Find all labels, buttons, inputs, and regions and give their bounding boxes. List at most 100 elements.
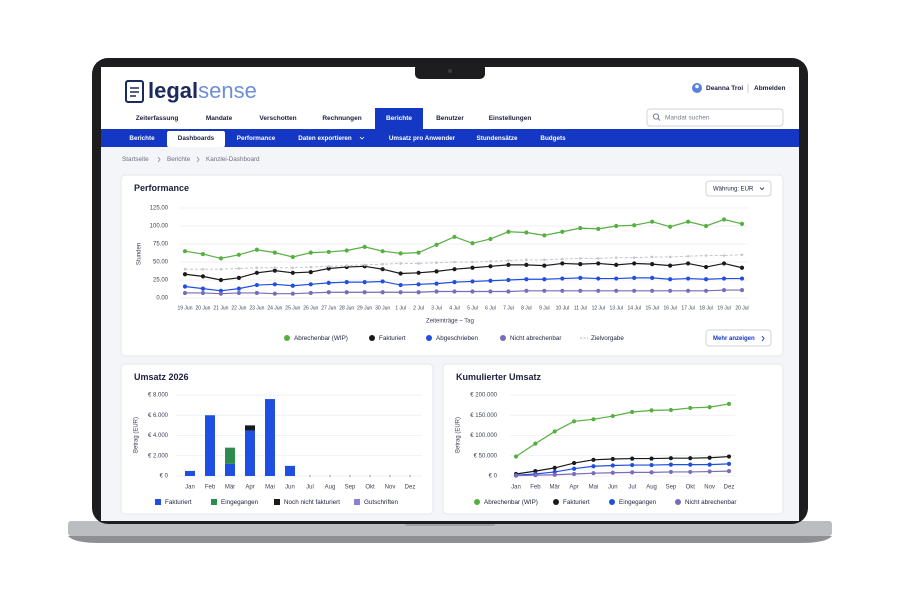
- y-tick-label: € 2.000: [148, 453, 169, 459]
- data-point: [726, 461, 732, 466]
- nav-item[interactable]: Verschotten: [259, 115, 296, 122]
- data-point: [416, 270, 421, 275]
- data-point: [471, 260, 474, 264]
- data-point: [688, 456, 693, 461]
- data-point: [707, 469, 712, 474]
- y-tick-label: € 0: [160, 474, 169, 480]
- x-tick-label: Sep: [345, 485, 356, 491]
- nav-active-bg: [375, 108, 423, 129]
- nav-item[interactable]: Einstellungen: [489, 115, 532, 122]
- camera: [448, 69, 452, 73]
- data-point: [610, 456, 615, 462]
- more-button[interactable]: [705, 329, 772, 347]
- subnav-item[interactable]: Budgets: [540, 135, 566, 142]
- bar: [245, 425, 255, 431]
- data-point: [452, 289, 457, 294]
- x-tick-label: 23 Jun: [249, 305, 264, 311]
- search-box[interactable]: [646, 108, 784, 127]
- data-point: [578, 226, 583, 231]
- data-point: [688, 462, 693, 467]
- x-tick-label: 21 Jun: [213, 305, 228, 311]
- data-point: [254, 290, 259, 296]
- y-tick-label: € 100.000: [470, 433, 497, 439]
- breadcrumb-item[interactable]: Startseite: [122, 156, 149, 163]
- x-tick-label: 14 Jul: [628, 305, 641, 311]
- data-point: [363, 263, 366, 267]
- data-point: [685, 219, 691, 224]
- subnav-item[interactable]: Stundensätze: [477, 135, 518, 142]
- data-point: [739, 276, 745, 281]
- data-point: [739, 221, 745, 226]
- data-point: [739, 287, 745, 293]
- x-axis-title: Zeiteinträge – Tag: [426, 319, 474, 325]
- y-tick-label: € 50.000: [474, 453, 498, 459]
- data-point: [290, 283, 295, 288]
- data-point: [291, 266, 295, 270]
- data-point: [344, 290, 349, 295]
- subnav-item[interactable]: Berichte: [129, 135, 155, 142]
- user-avatar-head: [695, 84, 699, 89]
- data-point: [290, 270, 295, 275]
- legend-marker: [553, 499, 559, 505]
- data-point: [632, 256, 636, 259]
- data-point: [453, 260, 456, 264]
- y-tick-label: € 6.000: [148, 413, 169, 419]
- subnav-item[interactable]: Daten exportieren: [298, 135, 352, 142]
- nav-item[interactable]: Benutzer: [436, 115, 464, 122]
- series-line: [515, 463, 730, 476]
- data-point: [650, 275, 655, 280]
- x-tick-label: Mär: [550, 485, 560, 491]
- y-tick-label: € 200.000: [470, 393, 497, 399]
- logout-link[interactable]: Abmelden: [754, 85, 785, 92]
- x-tick-label: 10 Jul: [556, 305, 569, 311]
- data-point: [721, 217, 727, 222]
- data-point: [470, 241, 475, 246]
- data-point: [506, 229, 511, 234]
- data-point: [327, 265, 331, 268]
- x-tick-label: 5 Jul: [467, 305, 478, 311]
- data-point: [688, 469, 693, 475]
- data-point: [668, 263, 673, 268]
- card: [120, 174, 784, 357]
- search-placeholder: Mandat suchen: [665, 115, 710, 122]
- legend-label: Abrechenbar (WIP): [484, 499, 538, 506]
- nav-item[interactable]: Zeiterfassung: [136, 115, 179, 122]
- data-point: [398, 271, 403, 276]
- user-name[interactable]: Deanna Troi: [706, 85, 743, 92]
- data-point: [255, 266, 259, 270]
- data-point: [489, 259, 492, 263]
- x-tick-label: Jun: [608, 485, 618, 491]
- data-point: [182, 290, 188, 296]
- x-tick-label: Nov: [704, 485, 715, 491]
- subnav-item[interactable]: Performance: [237, 135, 276, 142]
- data-point: [254, 247, 259, 252]
- x-tick-label: 2 Jul: [413, 305, 424, 311]
- nav-item[interactable]: Berichte: [386, 115, 412, 122]
- legend-label: Nicht abrechenbar: [685, 499, 736, 506]
- data-point: [272, 268, 277, 273]
- data-point: [721, 287, 727, 293]
- subnav-item[interactable]: Umsatz pro Anwender: [389, 135, 456, 142]
- y-tick-label: 100.00: [150, 224, 169, 230]
- data-point: [290, 254, 295, 260]
- dropdown-caret: [359, 136, 365, 140]
- nav-item[interactable]: Mandate: [206, 115, 233, 122]
- data-point: [380, 249, 385, 254]
- data-point: [632, 261, 637, 266]
- legend-label: Fakturiert: [379, 335, 406, 342]
- data-point: [381, 262, 384, 266]
- legend-marker: [274, 499, 280, 505]
- nav-item[interactable]: Rechnungen: [322, 115, 361, 122]
- data-point: [632, 275, 637, 280]
- breadcrumb-item[interactable]: Berichte: [167, 156, 191, 163]
- x-tick-label: 26 Jun: [303, 305, 318, 311]
- data-point: [380, 267, 385, 272]
- data-point: [182, 272, 188, 277]
- subnav-item[interactable]: Dashboards: [178, 135, 215, 142]
- x-tick-label: 9 Jul: [539, 305, 550, 311]
- y-tick-label: € 150.000: [470, 413, 497, 419]
- legend-marker: [284, 335, 290, 341]
- currency-select[interactable]: [705, 180, 772, 197]
- x-tick-label: 16 Jul: [663, 305, 676, 311]
- data-point: [668, 469, 674, 475]
